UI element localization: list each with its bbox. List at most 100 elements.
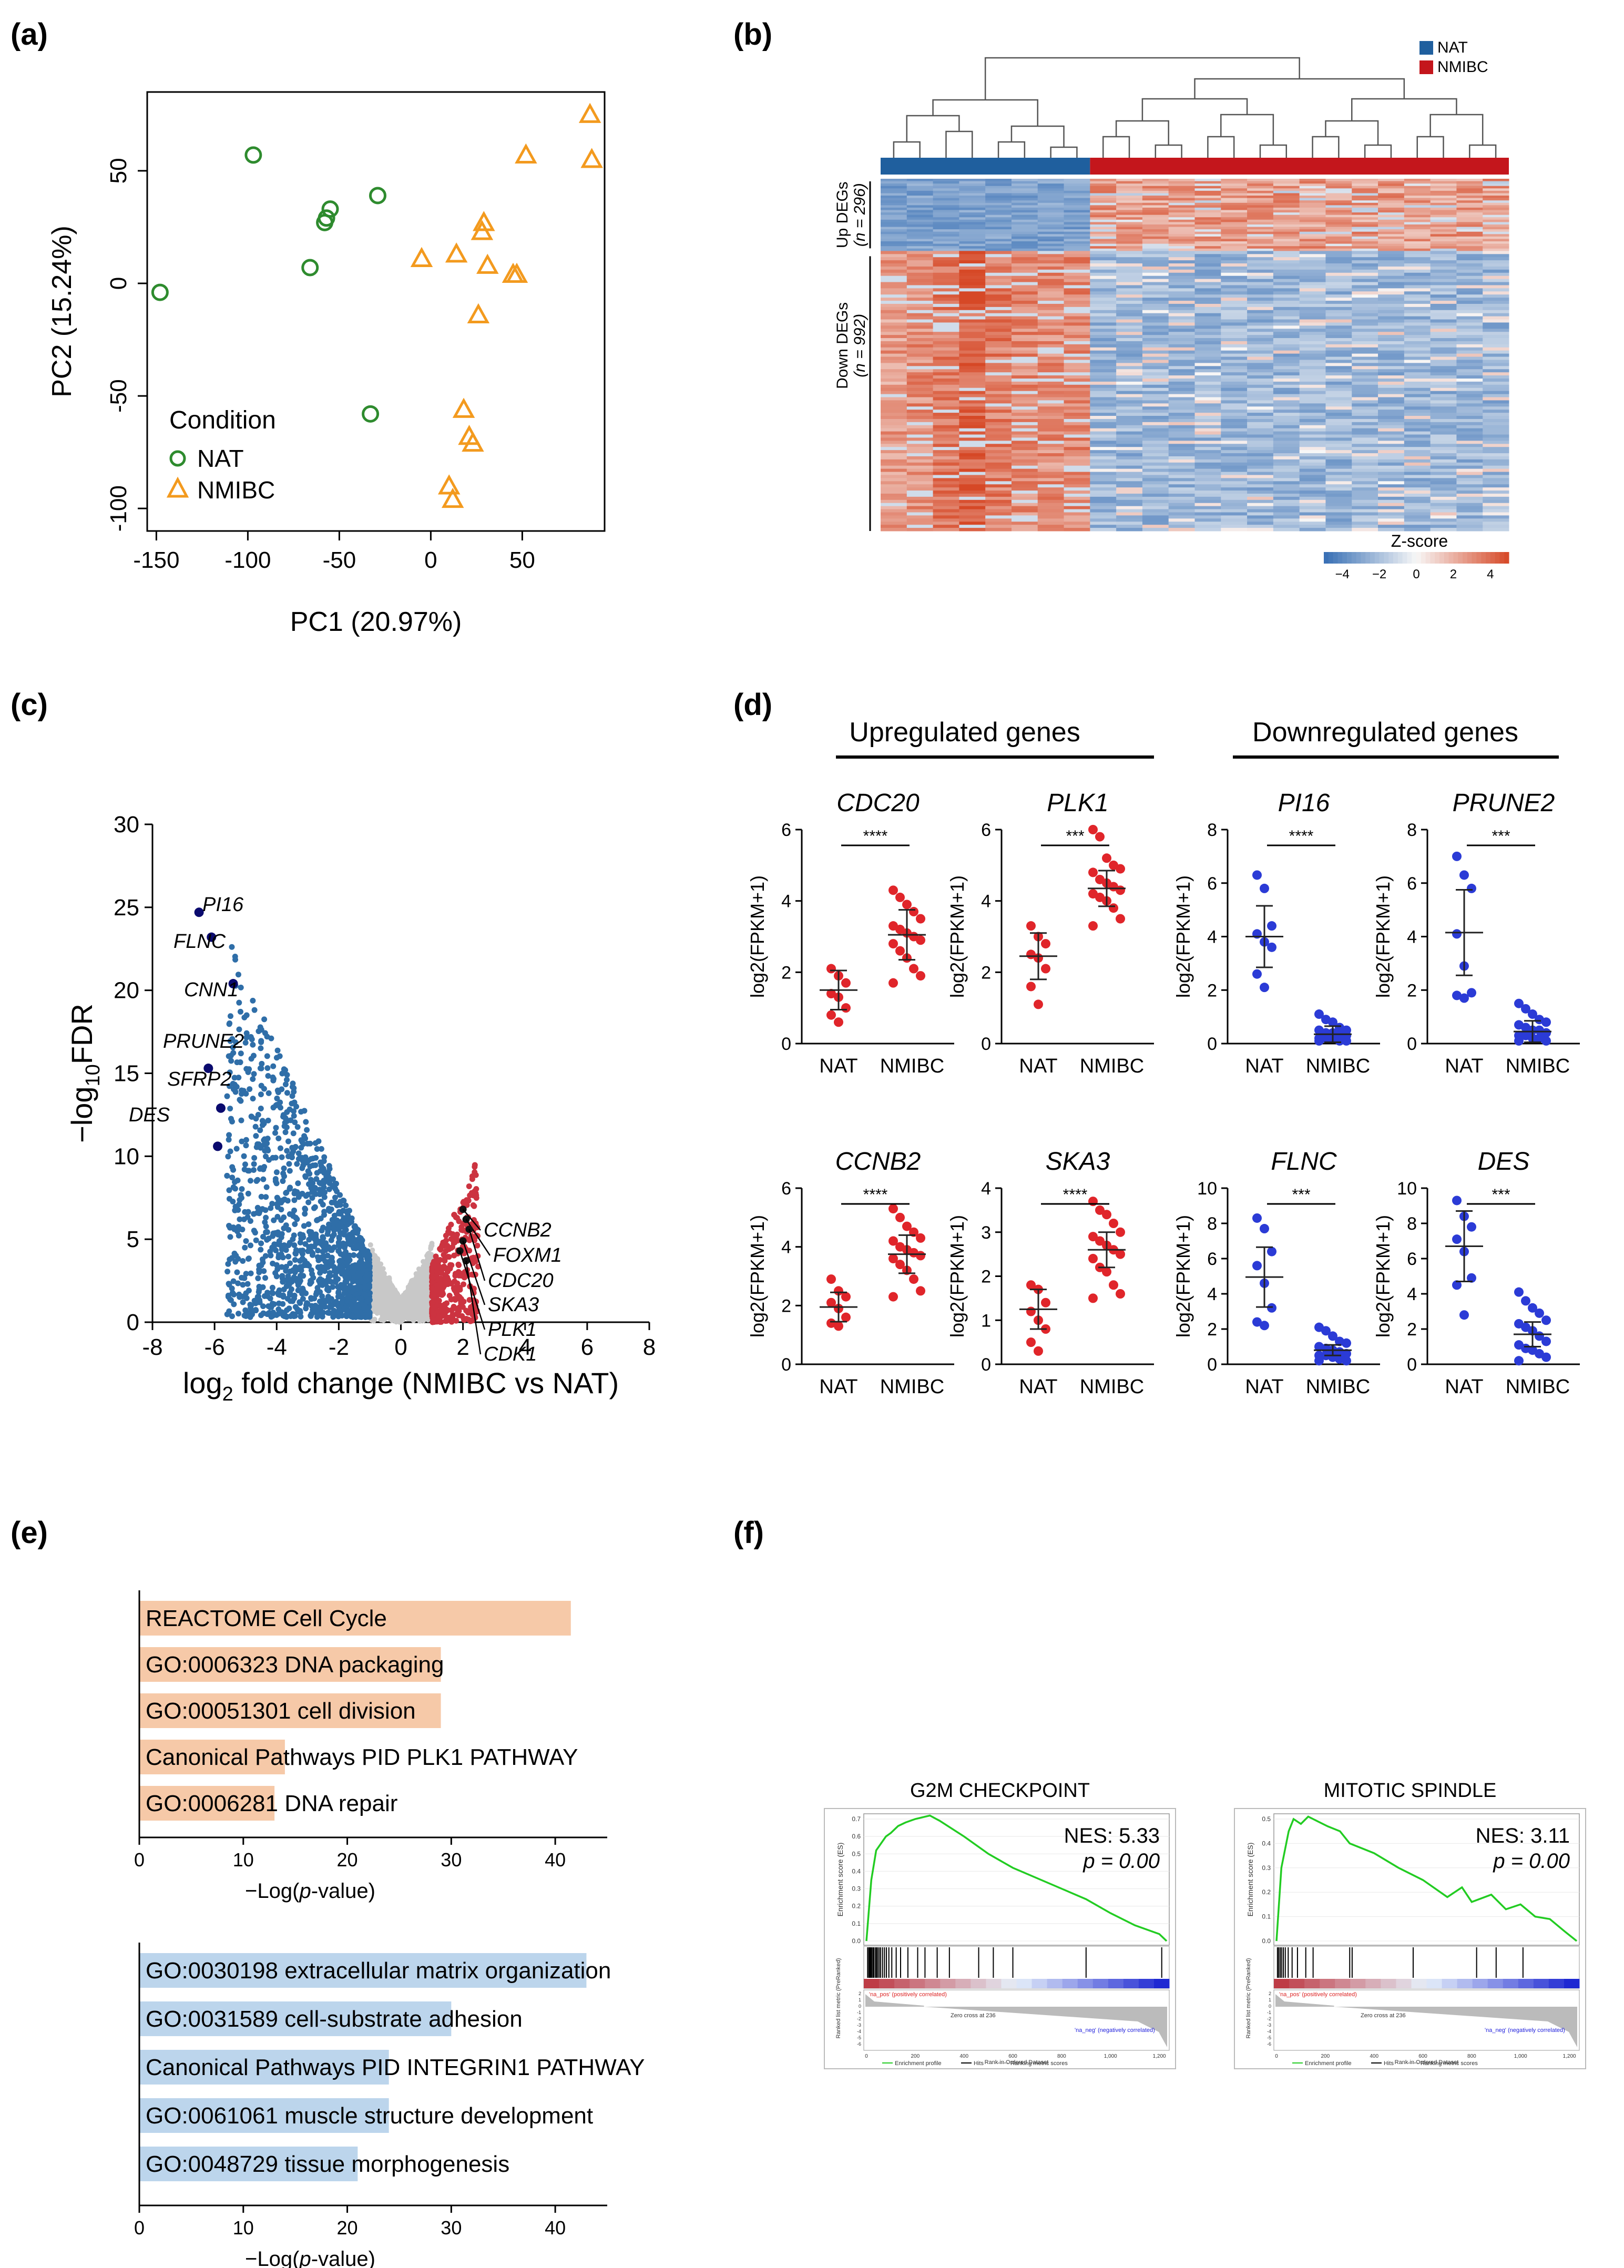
- heatmap-cell: [1456, 381, 1483, 385]
- heatmap-cell: [1037, 394, 1065, 398]
- heatmap-cell: [1430, 468, 1457, 473]
- heatmap-cell: [1430, 379, 1457, 382]
- heatmap-cell: [1194, 425, 1221, 429]
- heatmap-cell: [985, 525, 1012, 528]
- heatmap-cell: [1378, 453, 1405, 457]
- heatmap-cell: [1011, 484, 1038, 488]
- heatmap-cell: [1325, 468, 1352, 473]
- heatmap-cell: [1273, 400, 1300, 404]
- heatmap-cell: [1221, 188, 1248, 191]
- heatmap-cell: [1221, 243, 1248, 247]
- heatmap-cell: [906, 437, 934, 441]
- heatmap-cell: [1116, 487, 1143, 491]
- heatmap-cell: [1430, 325, 1457, 329]
- heatmap-cell: [959, 202, 986, 206]
- heatmap-cell: [1194, 450, 1221, 454]
- heatmap-cell: [1090, 379, 1117, 382]
- heatmap-cell: [959, 205, 986, 208]
- heatmap-cell: [1037, 391, 1065, 395]
- heatmap-cell: [933, 363, 959, 366]
- heatmap-cell: [1064, 222, 1090, 225]
- heatmap-cell: [881, 350, 907, 354]
- heatmap-cell: [1404, 459, 1431, 463]
- heatmap-cell: [1168, 239, 1195, 242]
- heatmap-cell: [906, 387, 934, 392]
- heatmap-cell: [1483, 272, 1509, 277]
- heatmap-cell: [906, 224, 934, 228]
- heatmap-cell: [1247, 434, 1274, 438]
- heatmap-cell: [1378, 248, 1405, 251]
- heatmap-cell: [1116, 372, 1143, 376]
- heatmap-cell: [1404, 344, 1431, 348]
- heatmap-cell: [1011, 425, 1038, 429]
- heatmap-cell: [1194, 387, 1221, 392]
- heatmap-cell: [1404, 219, 1431, 222]
- heatmap-cell: [1378, 410, 1405, 413]
- heatmap-cell: [1011, 525, 1038, 528]
- heatmap-cell: [906, 186, 934, 189]
- heatmap-cell: [985, 319, 1012, 323]
- heatmap-cell: [1221, 360, 1248, 363]
- heatmap-cell: [1011, 353, 1038, 357]
- ns-point: [378, 1261, 384, 1267]
- heatmap-cell: [959, 282, 986, 285]
- heatmap-cell: [1325, 207, 1352, 211]
- heatmap-cell: [1404, 484, 1431, 488]
- heatmap-cell: [1168, 200, 1195, 203]
- heatmap-cell: [1247, 509, 1274, 513]
- ns-point: [372, 1275, 377, 1281]
- heatmap-cell: [1168, 338, 1195, 342]
- heatmap-cell: [1011, 263, 1038, 267]
- heatmap-cell: [1378, 200, 1405, 203]
- heatmap-cell: [1194, 472, 1221, 475]
- heatmap-cell: [1116, 353, 1143, 357]
- heatmap-cell: [1430, 335, 1457, 339]
- heatmap-cell: [985, 462, 1012, 466]
- heatmap-cell: [933, 403, 959, 407]
- heatmap-cell: [1037, 313, 1065, 317]
- heatmap-cell: [1194, 188, 1221, 191]
- ns-point: [428, 1245, 434, 1251]
- heatmap-cell: [1456, 360, 1483, 363]
- heatmap-cell: [985, 472, 1012, 475]
- heatmap-cell: [1404, 493, 1431, 497]
- heatmap-cell: [1325, 413, 1352, 416]
- heatmap-cell: [1168, 444, 1195, 447]
- nmibc-point: [476, 253, 499, 274]
- heatmap-cell: [959, 183, 986, 187]
- heatmap-cell: [1430, 360, 1457, 363]
- heatmap-cell: [1378, 186, 1405, 189]
- dendrogram-link: [997, 141, 1026, 158]
- heatmap-cell: [1456, 236, 1483, 239]
- heatmap-cell: [985, 190, 1012, 193]
- heatmap-cell: [1325, 179, 1352, 182]
- heatmap-cell: [1247, 468, 1274, 473]
- heatmap-cell: [1168, 310, 1195, 314]
- heatmap-cell: [1299, 379, 1326, 382]
- heatmap-cell: [1299, 190, 1326, 193]
- heatmap-cell: [1430, 202, 1457, 206]
- heatmap-cell: [1299, 391, 1326, 395]
- heatmap-cell: [1325, 241, 1352, 244]
- heatmap-cell: [1430, 394, 1457, 398]
- heatmap-cell: [1011, 338, 1038, 342]
- heatmap-cell: [1064, 263, 1090, 267]
- heatmap-cell: [1325, 183, 1352, 187]
- heatmap-cell: [1325, 214, 1352, 218]
- heatmap-cell: [1194, 190, 1221, 193]
- heatmap-cell: [1325, 496, 1352, 500]
- heatmap-cell: [1168, 257, 1195, 261]
- heatmap-cell: [985, 227, 1012, 230]
- heatmap-cell: [1142, 350, 1169, 354]
- heatmap-cell: [1299, 234, 1326, 237]
- heatmap-cell: [1299, 282, 1326, 285]
- heatmap-cell: [1247, 325, 1274, 329]
- dendrogram-link: [1259, 144, 1288, 158]
- heatmap-cell: [906, 363, 934, 366]
- heatmap-cell: [1325, 202, 1352, 206]
- heatmap-cell: [1011, 288, 1038, 292]
- heatmap-cell: [1299, 487, 1326, 491]
- heatmap-cell: [1090, 231, 1117, 234]
- heatmap-cell: [1168, 294, 1195, 298]
- heatmap-cell: [1483, 493, 1509, 497]
